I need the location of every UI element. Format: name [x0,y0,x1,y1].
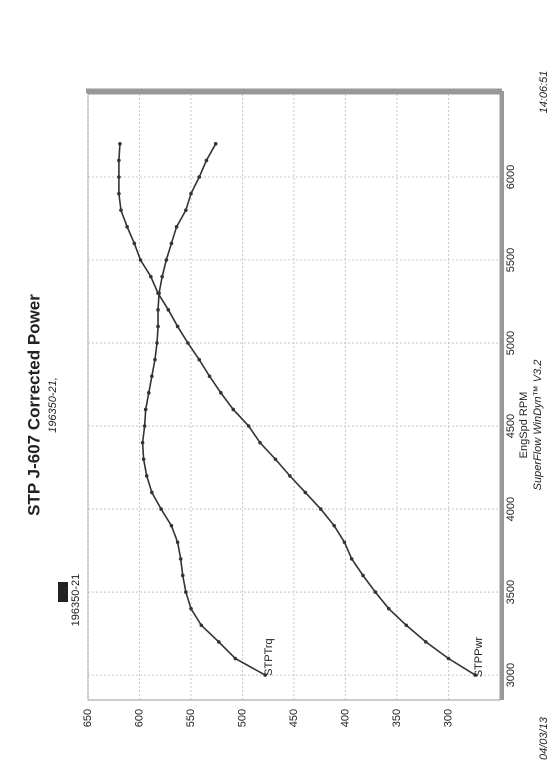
data-point [169,241,174,246]
y-tick-label: 500 [236,709,248,727]
data-point [186,341,190,345]
data-point [342,540,347,545]
legend-swatch [58,582,68,602]
data-point [386,606,391,611]
data-point [184,208,188,213]
data-point [132,241,137,246]
data-point [473,673,478,677]
series-label: STPTrq [263,638,275,676]
data-point [138,258,143,262]
data-point [332,523,336,528]
data-point [149,274,153,279]
data-point [159,507,163,511]
data-point [169,523,174,528]
x-tick-label: 5000 [505,331,517,355]
data-point [207,374,212,379]
data-point [189,606,193,611]
data-point [140,440,145,445]
data-point [156,324,160,329]
y-tick-label: 450 [288,709,300,727]
data-point [118,142,122,146]
x-tick-label: 4000 [505,497,517,521]
data-point [288,474,292,478]
data-point [117,158,121,163]
data-point [119,208,123,213]
plot-frame [87,93,501,701]
data-point [150,374,154,379]
data-point [189,191,193,196]
data-point [303,490,308,495]
data-point [349,557,354,561]
data-point [424,640,428,644]
x-axis-label: EngSpd RPM [518,392,530,459]
software-label: SuperFlow WinDyn™ V3.2 [532,360,544,491]
data-point [117,175,121,179]
data-point [258,440,262,445]
data-point [246,424,251,428]
data-point [143,407,148,412]
data-point [175,540,180,545]
data-point [318,507,323,511]
data-point [197,175,202,179]
chart-subtitle: 196350-21, [47,377,59,433]
data-point [217,640,221,644]
time-label: 14:06:51 [538,71,550,114]
data-point [164,258,169,262]
data-point [233,656,238,661]
y-tick-label: 400 [339,709,351,727]
data-point [361,573,365,578]
data-point [166,308,171,312]
data-point [174,225,179,229]
date-label: 04/03/13 [538,716,550,760]
data-point [141,457,146,462]
data-point [263,673,267,677]
data-point [204,158,209,163]
data-point [197,357,202,362]
x-tick-label: 5500 [505,248,517,272]
y-tick-label: 550 [185,709,197,727]
data-point [155,341,159,345]
data-point [180,573,185,578]
data-point [373,590,378,594]
y-tick-label: 650 [82,709,94,727]
data-point [156,291,160,296]
data-point [231,407,236,412]
chart-title: STP J-607 Corrected Power [24,294,43,516]
x-tick-label: 3500 [505,580,517,604]
data-point [144,474,149,478]
y-tick-label: 600 [133,709,145,727]
series-label: STPPwr [473,637,485,678]
data-point [273,457,278,462]
data-point [178,557,183,561]
x-tick-label: 3000 [505,663,517,687]
data-point [184,590,188,594]
legend-label: 196350-21 [70,574,82,627]
data-point [150,490,154,495]
data-point [175,324,180,329]
data-point [199,623,204,628]
data-point [125,225,129,229]
data-point [156,308,160,312]
data-point [153,357,157,362]
data-point [160,274,164,279]
y-tick-label: 350 [391,709,403,727]
data-point [213,142,218,146]
data-point [146,391,151,395]
y-tick-label: 300 [442,709,454,727]
data-point [142,424,147,428]
data-point [117,191,121,196]
data-point [219,391,223,395]
x-tick-label: 4500 [505,414,517,438]
x-tick-label: 6000 [505,165,517,189]
data-point [404,623,409,628]
data-point [446,656,451,661]
